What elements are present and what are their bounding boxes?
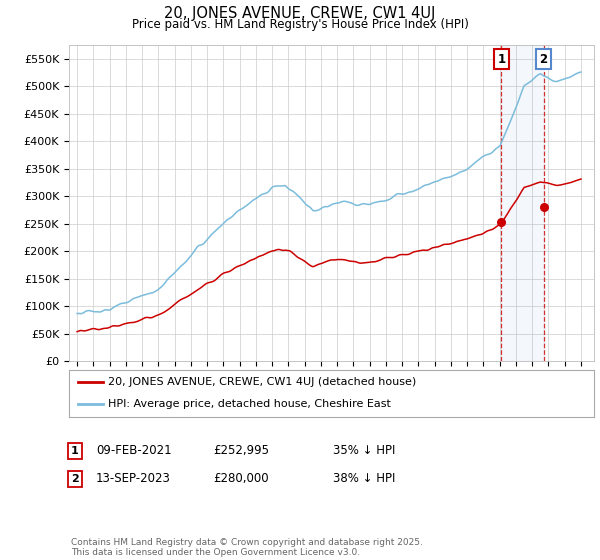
- Text: 20, JONES AVENUE, CREWE, CW1 4UJ: 20, JONES AVENUE, CREWE, CW1 4UJ: [164, 6, 436, 21]
- Text: 20, JONES AVENUE, CREWE, CW1 4UJ (detached house): 20, JONES AVENUE, CREWE, CW1 4UJ (detach…: [109, 377, 416, 388]
- Text: Price paid vs. HM Land Registry's House Price Index (HPI): Price paid vs. HM Land Registry's House …: [131, 18, 469, 31]
- Text: 09-FEB-2021: 09-FEB-2021: [96, 444, 172, 458]
- Text: 35% ↓ HPI: 35% ↓ HPI: [333, 444, 395, 458]
- Text: £280,000: £280,000: [213, 472, 269, 486]
- Text: Contains HM Land Registry data © Crown copyright and database right 2025.
This d: Contains HM Land Registry data © Crown c…: [71, 538, 422, 557]
- Text: 1: 1: [71, 446, 79, 456]
- Text: 2: 2: [539, 53, 548, 66]
- Text: 13-SEP-2023: 13-SEP-2023: [96, 472, 171, 486]
- Text: 1: 1: [497, 53, 505, 66]
- Text: 2: 2: [71, 474, 79, 484]
- Text: HPI: Average price, detached house, Cheshire East: HPI: Average price, detached house, Ches…: [109, 399, 391, 409]
- Bar: [502, 45, 544, 361]
- Text: 38% ↓ HPI: 38% ↓ HPI: [333, 472, 395, 486]
- Text: £252,995: £252,995: [213, 444, 269, 458]
